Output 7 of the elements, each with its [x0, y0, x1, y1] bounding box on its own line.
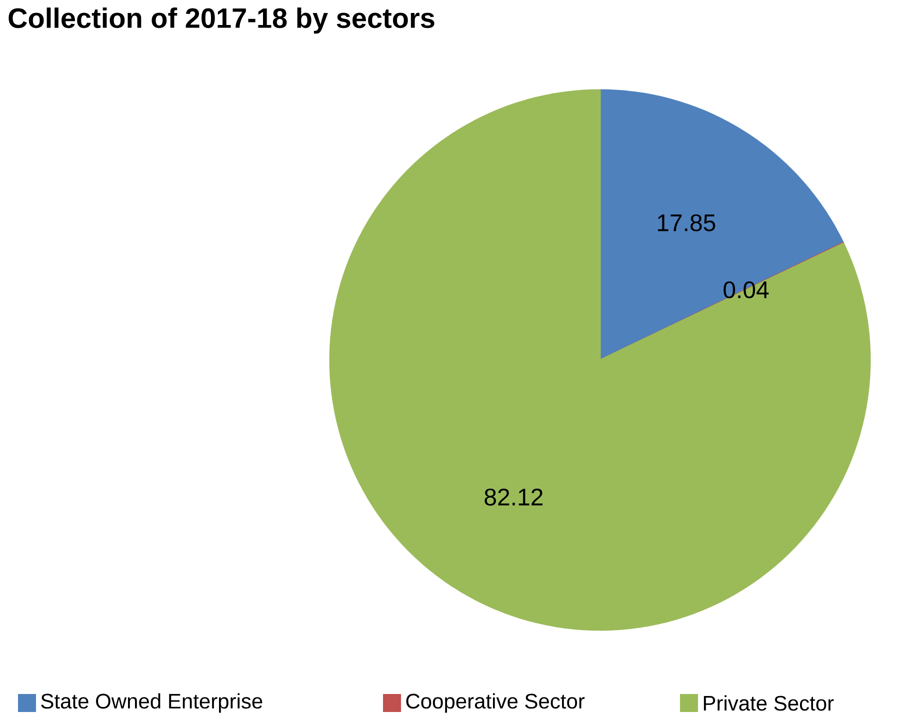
chart-title: Collection of 2017-18 by sectors: [8, 8, 434, 34]
data-label: 0.04: [724, 281, 769, 298]
data-label: 17.85: [658, 214, 716, 232]
data-label: 82.12: [484, 488, 542, 506]
legend-label: Private Sector: [704, 695, 834, 711]
legend-label: State Owned Enterprise: [41, 693, 262, 713]
legend-label: Cooperative Sector: [406, 693, 585, 713]
